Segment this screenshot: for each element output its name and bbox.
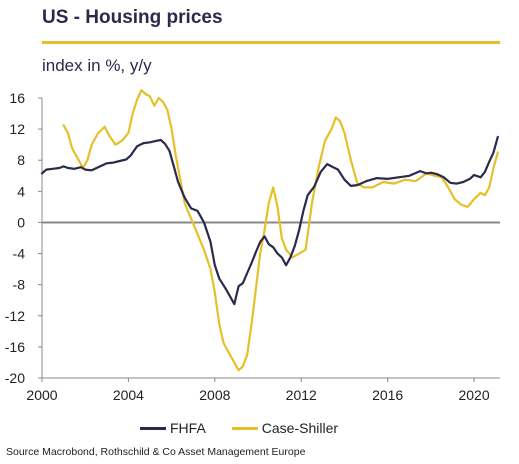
legend-item-fhfa: FHFA — [140, 420, 206, 436]
legend-swatch-case-shiller — [231, 426, 258, 430]
x-tick-label: 2000 — [26, 387, 57, 403]
y-tick-label: -4 — [13, 246, 26, 262]
y-tick-label: 8 — [17, 152, 25, 168]
axis-layer: -20 -16 -12 -8 -4 0 4 8 12 16 2000 2004 2008 2012 2016… — [5, 90, 500, 403]
y-tick-label: -12 — [5, 308, 25, 324]
x-tick-label: 2016 — [372, 387, 403, 403]
y-tick-label: 4 — [17, 183, 25, 199]
y-tick-label: 12 — [9, 121, 25, 137]
line-chart: -20 -16 -12 -8 -4 0 4 8 12 16 2000 2004 2008 2012 2016… — [5, 89, 500, 403]
legend-swatch-fhfa — [140, 426, 166, 430]
series-layer — [40, 89, 499, 372]
legend-item-case-shiller: Case-Shiller — [231, 420, 339, 436]
y-tick-label: -8 — [13, 277, 26, 293]
x-tick-label: 2004 — [113, 387, 144, 403]
x-tick-label: 2012 — [286, 387, 317, 403]
chart-subtitle: index in %, y/y — [42, 56, 152, 75]
y-tick-label: -20 — [5, 370, 25, 386]
chart-title: US - Housing prices — [42, 7, 223, 28]
source-note: Source Macrobond, Rothschild & Co Asset … — [6, 446, 306, 458]
legend-label-case-shiller: Case-Shiller — [261, 420, 339, 436]
legend: FHFA Case-Shiller — [140, 420, 364, 436]
series-line-case-shiller — [62, 89, 499, 372]
x-tick-label: 2008 — [199, 387, 230, 403]
y-tick-label: 16 — [9, 90, 25, 106]
y-tick-label: 0 — [17, 214, 25, 230]
x-tick-label: 2020 — [458, 387, 489, 403]
title-rule — [42, 41, 500, 44]
y-tick-label: -16 — [5, 339, 25, 355]
series-line-fhfa — [40, 135, 499, 306]
legend-label-fhfa: FHFA — [170, 420, 206, 436]
